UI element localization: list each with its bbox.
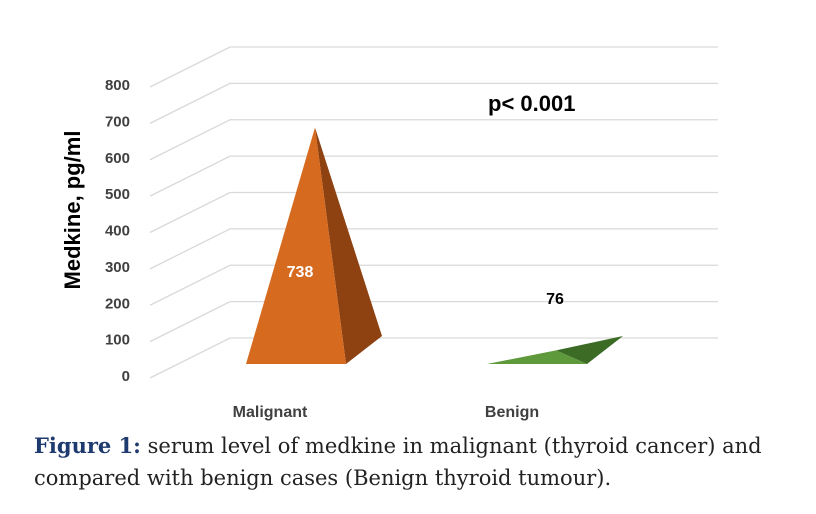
y-axis-label: Medkine, pg/ml xyxy=(60,131,85,290)
y-tick-label: 300 xyxy=(105,259,130,276)
bar-side-face xyxy=(556,336,623,364)
gridlines xyxy=(149,46,718,379)
data-labels: 738 76 xyxy=(287,264,564,308)
data-label: 76 xyxy=(546,291,564,308)
caption-text: serum level of medkine in malignant (thy… xyxy=(34,434,762,490)
figure-caption: Figure 1: serum level of medkine in mali… xyxy=(34,430,804,494)
gridline xyxy=(149,82,718,124)
gridline xyxy=(149,264,718,306)
bars xyxy=(246,127,623,365)
y-tick-label: 600 xyxy=(105,150,130,167)
category-label: Malignant xyxy=(233,404,308,421)
y-tick-label: 200 xyxy=(105,295,130,312)
y-tick-label: 500 xyxy=(105,186,130,203)
bar-side-face xyxy=(315,127,382,365)
bar-malignant xyxy=(246,127,382,365)
gridline xyxy=(149,300,718,343)
category-label: Benign xyxy=(485,404,539,421)
y-tick-label: 0 xyxy=(122,368,130,385)
gridline xyxy=(149,155,718,197)
bar-front-face xyxy=(487,350,587,364)
gridline xyxy=(149,119,718,161)
data-label: 738 xyxy=(287,264,314,281)
bar-front-face xyxy=(246,127,346,365)
y-tick-label: 800 xyxy=(105,77,130,94)
pyramid-bar-chart: 0 100 200 300 400 500 600 700 800 738 76 Malignan… xyxy=(60,46,718,421)
gridline xyxy=(149,228,718,270)
gridline xyxy=(149,46,718,88)
y-axis-ticks: 0 100 200 300 400 500 600 700 800 xyxy=(105,77,130,385)
gridline xyxy=(149,337,718,379)
x-axis-categories: Malignant Benign xyxy=(233,404,539,421)
y-tick-label: 400 xyxy=(105,223,130,240)
y-tick-label: 700 xyxy=(105,113,130,130)
bar-benign xyxy=(487,336,623,364)
gridline xyxy=(149,191,718,234)
y-tick-label: 100 xyxy=(105,332,130,349)
figure-label: Figure 1: xyxy=(34,433,141,458)
p-value-annotation: p< 0.001 xyxy=(488,91,575,116)
